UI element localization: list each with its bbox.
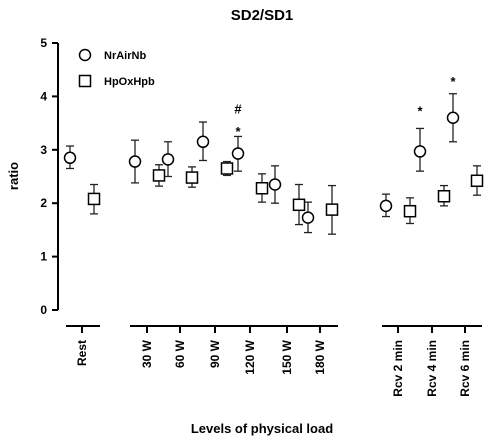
circle-marker: [231, 147, 245, 160]
chart-title: SD2/SD1: [231, 7, 294, 24]
x-tick-label: Rcv 2 min: [391, 340, 405, 397]
legend-label: HpOxHpb: [104, 76, 155, 88]
square-marker: [220, 162, 234, 175]
y-tick-label: 2: [40, 196, 47, 210]
y-tick-label: 4: [40, 89, 47, 103]
nrairnb-point: [63, 145, 77, 170]
data-marks: # * * *: [63, 74, 484, 235]
legend-label: NrAirNb: [104, 50, 146, 62]
x-axis-label: Levels of physical load: [191, 421, 333, 436]
y-tick-label: 0: [40, 303, 47, 317]
hash-annotation: #: [234, 102, 242, 117]
x-tick-label: 180 W: [313, 339, 327, 374]
x-tick-label: 30 W: [140, 339, 154, 368]
legend-circle-marker: [78, 48, 92, 62]
circle-marker: [413, 145, 427, 158]
hpoxhpb-point: [470, 165, 484, 196]
square-marker: [403, 204, 417, 218]
hpoxhpb-point: [185, 166, 199, 188]
square-marker: [152, 169, 166, 182]
square-marker: [255, 181, 269, 195]
square-marker: [470, 174, 484, 188]
x-tick-label: 120 W: [243, 339, 257, 374]
y-tick-label: 1: [40, 250, 47, 264]
nrairnb-point: [413, 127, 427, 172]
circle-marker: [301, 211, 315, 224]
nrairnb-point: [196, 121, 210, 162]
circle-marker: [161, 153, 175, 166]
square-marker: [292, 198, 306, 212]
hpoxhpb-point: [403, 197, 417, 225]
circle-marker: [379, 199, 393, 213]
asterisk-annotation: *: [450, 74, 456, 89]
square-marker: [325, 203, 339, 216]
hpoxhpb-point: [325, 184, 339, 235]
nrairnb-point: [379, 193, 393, 218]
circle-marker: [196, 135, 210, 149]
nrairnb-point: [301, 201, 315, 234]
y-axis-label: ratio: [6, 162, 21, 190]
square-marker: [437, 190, 451, 203]
x-tick-label: Rcv 6 min: [458, 340, 472, 397]
nrairnb-point: [161, 141, 175, 178]
square-marker: [185, 171, 199, 184]
axes: 0 1 2 3 4 5 Rest 30 W 60 W 90 W 120 W 150 W 180 W Rcv…: [40, 36, 482, 397]
hpoxhpb-point: [255, 173, 269, 203]
hpoxhpb-point: [292, 183, 306, 226]
nrairnb-point: [446, 93, 460, 143]
hpoxhpb-point: [220, 160, 234, 177]
hpoxhpb-point: [152, 164, 166, 187]
asterisk-annotation: *: [235, 124, 241, 139]
y-tick-label: 5: [40, 36, 47, 50]
legend: NrAirNb HpOxHpb: [78, 48, 155, 88]
asterisk-annotation: *: [417, 103, 423, 118]
y-tick-label: 3: [40, 143, 47, 157]
x-tick-label: Rest: [75, 340, 89, 366]
x-tick-label: 90 W: [208, 339, 222, 368]
x-tick-label: 150 W: [280, 339, 294, 374]
hpoxhpb-point: [87, 183, 101, 215]
nrairnb-point: [268, 165, 282, 204]
circle-marker: [446, 111, 460, 125]
x-tick-label: 60 W: [173, 339, 187, 368]
circle-marker: [268, 178, 282, 191]
x-tick-label: Rcv 4 min: [425, 340, 439, 397]
nrairnb-point: [231, 135, 245, 172]
circle-marker: [63, 151, 77, 165]
square-marker: [87, 192, 101, 206]
nrairnb-point: [128, 139, 142, 184]
hpoxhpb-point: [437, 184, 451, 207]
circle-marker: [128, 155, 142, 168]
legend-square-marker: [78, 74, 92, 88]
